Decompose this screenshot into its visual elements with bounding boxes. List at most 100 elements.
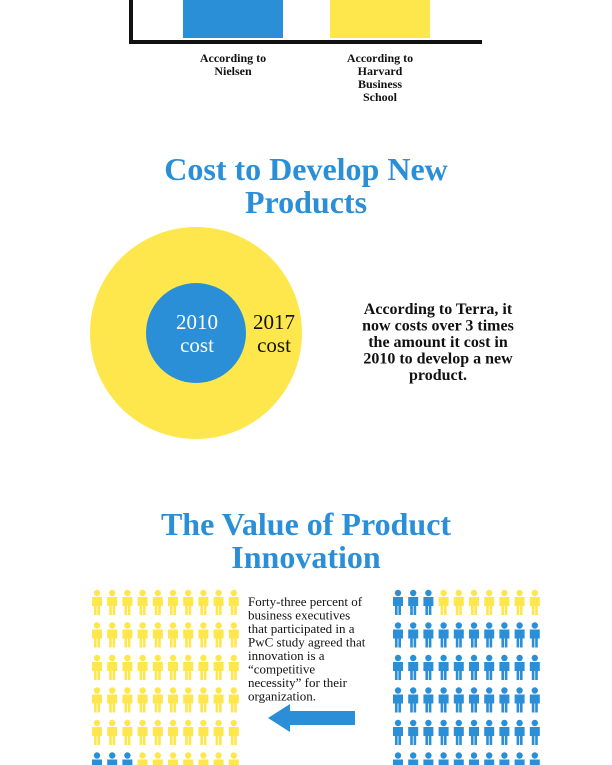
person-icon — [499, 662, 510, 680]
person-icon — [200, 654, 207, 662]
person-icon — [486, 719, 493, 727]
person-icon — [215, 589, 222, 597]
person-icon — [92, 759, 102, 765]
person-icon — [531, 589, 538, 597]
person-icon — [107, 629, 118, 648]
person-icon — [167, 597, 178, 615]
person-icon — [137, 629, 148, 648]
person-icon — [531, 654, 538, 662]
person-icon — [516, 589, 523, 597]
person-icon — [455, 687, 462, 694]
person-icon — [470, 752, 478, 759]
person-icon — [228, 597, 239, 615]
person-icon — [124, 589, 131, 597]
person-icon — [470, 719, 478, 727]
person-icon — [185, 654, 192, 662]
person-icon — [152, 629, 163, 648]
person-icon — [425, 719, 432, 727]
arrow — [268, 704, 355, 732]
person-icon — [154, 752, 161, 759]
person-icon — [169, 752, 177, 759]
person-icon — [438, 597, 449, 615]
description: business executives — [248, 608, 350, 623]
person-icon — [152, 694, 163, 713]
person-icon — [423, 727, 434, 745]
person-icon — [139, 589, 146, 597]
person-icon — [152, 759, 163, 765]
person-icon — [200, 589, 207, 597]
person-icon — [168, 759, 178, 765]
person-icon — [215, 654, 222, 662]
person-icon — [167, 662, 178, 680]
description: PwC study agreed that — [248, 635, 366, 650]
section-title: Innovation — [231, 539, 381, 575]
circle-label: cost — [180, 333, 214, 357]
person-icon — [438, 759, 449, 765]
person-icon — [469, 662, 479, 680]
person-icon — [410, 687, 417, 694]
person-icon — [470, 622, 478, 629]
person-icon — [109, 589, 116, 597]
person-icon — [92, 727, 102, 745]
person-icon — [440, 687, 447, 694]
person-icon — [440, 589, 447, 597]
person-icon — [484, 597, 495, 615]
person-icon — [167, 694, 178, 713]
description: product. — [409, 367, 467, 384]
person-icon — [154, 719, 161, 727]
person-icon — [107, 597, 118, 615]
person-icon — [408, 597, 419, 615]
person-icon — [107, 694, 118, 713]
person-icon — [501, 752, 508, 759]
person-icon — [215, 719, 222, 727]
person-icon — [453, 759, 464, 765]
person-icon — [453, 694, 464, 713]
person-icon — [198, 662, 209, 680]
person-icon — [514, 597, 525, 615]
person-icon — [484, 759, 495, 765]
person-icon — [152, 727, 163, 745]
person-icon — [394, 719, 402, 727]
person-icon — [215, 752, 222, 759]
person-icon — [440, 719, 447, 727]
person-icon — [183, 662, 194, 680]
person-icon — [169, 687, 177, 694]
person-icon — [410, 719, 417, 727]
person-icon — [394, 654, 402, 662]
person-icon — [484, 629, 495, 648]
person-icon — [410, 654, 417, 662]
person-icon — [215, 687, 222, 694]
person-icon — [529, 727, 540, 745]
person-icon — [455, 622, 462, 629]
description: the amount it cost in — [368, 334, 508, 351]
description: organization. — [248, 689, 316, 704]
person-icon — [213, 629, 224, 648]
person-icon — [440, 654, 447, 662]
person-icon — [154, 589, 161, 597]
person-icon — [529, 629, 540, 648]
person-icon — [213, 597, 224, 615]
person-icon — [152, 597, 163, 615]
person-icon — [167, 629, 178, 648]
person-icon — [529, 759, 540, 765]
person-icon — [93, 589, 101, 597]
person-icon — [423, 759, 434, 765]
person-icon — [109, 752, 116, 759]
person-icon — [228, 727, 239, 745]
person-icon — [213, 759, 224, 765]
person-icon — [230, 589, 237, 597]
person-icon — [107, 727, 118, 745]
person-icon — [185, 752, 192, 759]
person-icon — [455, 719, 462, 727]
person-icon — [484, 727, 495, 745]
person-icon — [122, 629, 133, 648]
person-icon — [393, 629, 403, 648]
person-icon — [408, 759, 419, 765]
person-icon — [499, 694, 510, 713]
person-icon — [198, 759, 209, 765]
person-icon — [501, 622, 508, 629]
person-icon — [183, 694, 194, 713]
person-icon — [137, 759, 148, 765]
person-icon — [469, 597, 479, 615]
